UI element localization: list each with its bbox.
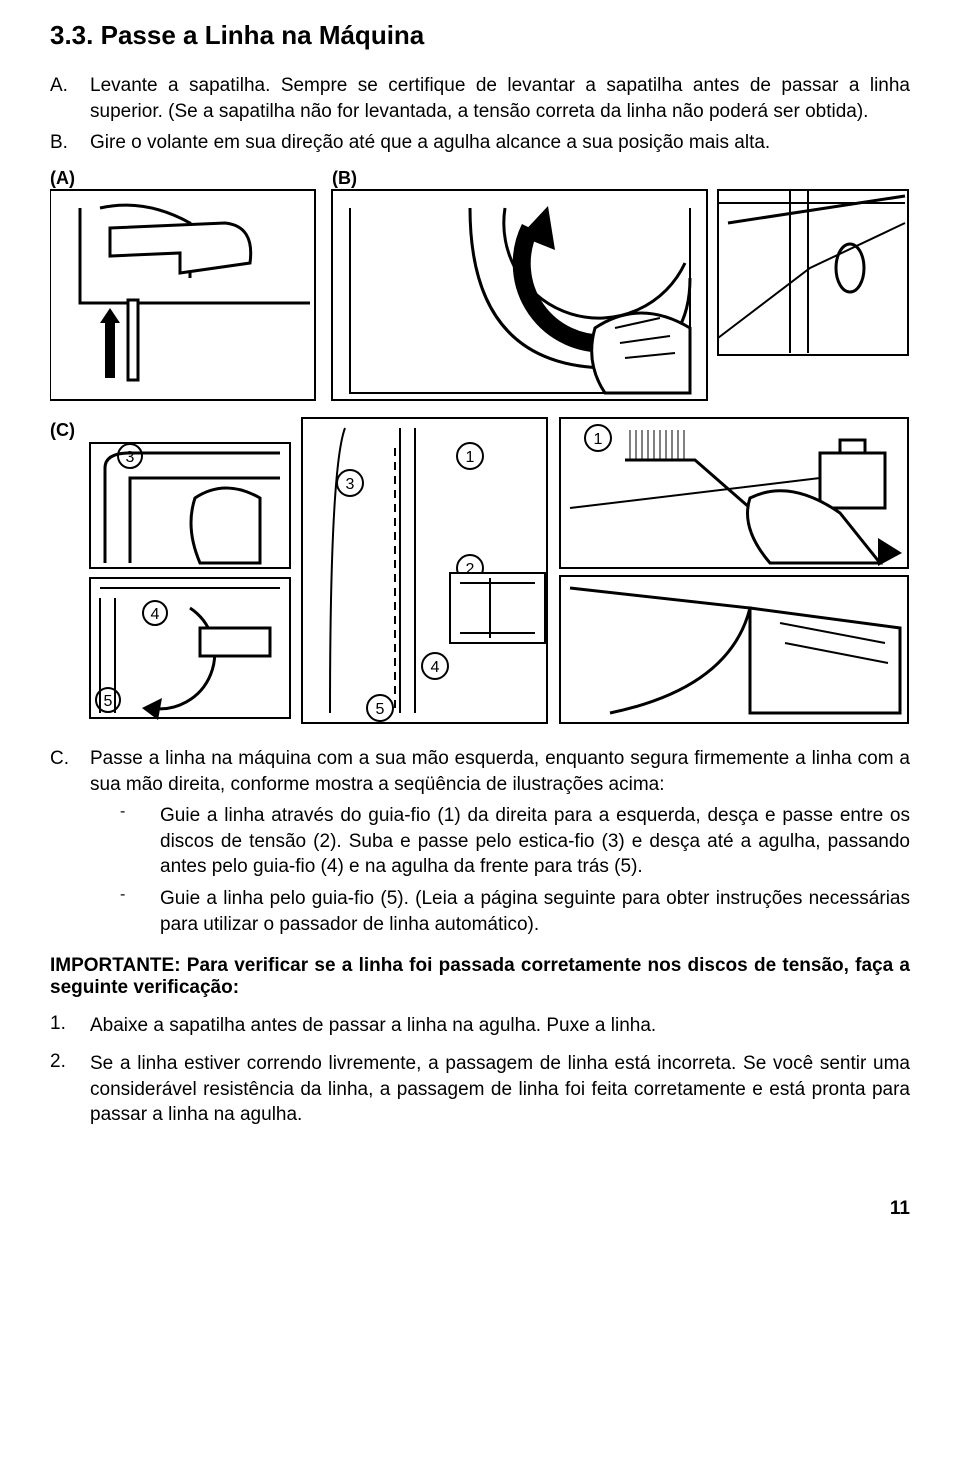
svg-text:1: 1 <box>594 431 603 448</box>
step-c: C. Passe a linha na máquina com a sua mã… <box>50 746 910 797</box>
page-number: 11 <box>50 1198 910 1220</box>
num-text-2: Se a linha estiver correndo livremente, … <box>90 1051 910 1128</box>
section-heading: Passe a Linha na Máquina <box>101 20 425 50</box>
num-item-1: 1. Abaixe a sapatilha antes de passar a … <box>50 1013 910 1039</box>
callout-4: 4 <box>151 606 160 623</box>
instruction-figure: (A) (B) (C) 3 4 5 1 2 3 <box>50 168 910 728</box>
dash-text-1: Guie a linha pelo guia-fio (5). (Leia a … <box>160 886 910 937</box>
dash-item: - Guie a linha pelo guia-fio (5). (Leia … <box>120 886 910 937</box>
step-text-a: Levante a sapatilha. Sempre se certifiqu… <box>90 73 910 124</box>
panel-label-b: (B) <box>332 168 357 188</box>
svg-text:5: 5 <box>376 701 385 718</box>
dash-marker: - <box>120 803 160 880</box>
important-note: IMPORTANTE: Para verificar se a linha fo… <box>50 955 910 999</box>
num-item-2: 2. Se a linha estiver correndo livrement… <box>50 1051 910 1128</box>
dash-text-0: Guie a linha através do guia-fio (1) da … <box>160 803 910 880</box>
step-letter-c: C. <box>50 746 90 797</box>
dash-marker: - <box>120 886 160 937</box>
num-marker-1: 1. <box>50 1013 90 1039</box>
step-text-c: Passe a linha na máquina com a sua mão e… <box>90 746 910 797</box>
step-letter-a: A. <box>50 73 90 124</box>
panel-label-c: (C) <box>50 420 75 440</box>
step-text-b: Gire o volante em sua direção até que a … <box>90 130 910 156</box>
step-letter-b: B. <box>50 130 90 156</box>
dash-list: - Guie a linha através do guia-fio (1) d… <box>120 803 910 937</box>
num-marker-2: 2. <box>50 1051 90 1128</box>
step-b: B. Gire o volante em sua direção até que… <box>50 130 910 156</box>
svg-text:3: 3 <box>346 476 355 493</box>
svg-text:1: 1 <box>466 449 475 466</box>
svg-text:4: 4 <box>431 659 440 676</box>
section-title: 3.3. Passe a Linha na Máquina <box>50 20 910 51</box>
callout-5: 5 <box>104 693 113 710</box>
dash-item: - Guie a linha através do guia-fio (1) d… <box>120 803 910 880</box>
section-number: 3.3. <box>50 20 93 50</box>
numbered-list: 1. Abaixe a sapatilha antes de passar a … <box>50 1013 910 1128</box>
panel-label-a: (A) <box>50 168 75 188</box>
step-a: A. Levante a sapatilha. Sempre se certif… <box>50 73 910 124</box>
num-text-1: Abaixe a sapatilha antes de passar a lin… <box>90 1013 910 1039</box>
